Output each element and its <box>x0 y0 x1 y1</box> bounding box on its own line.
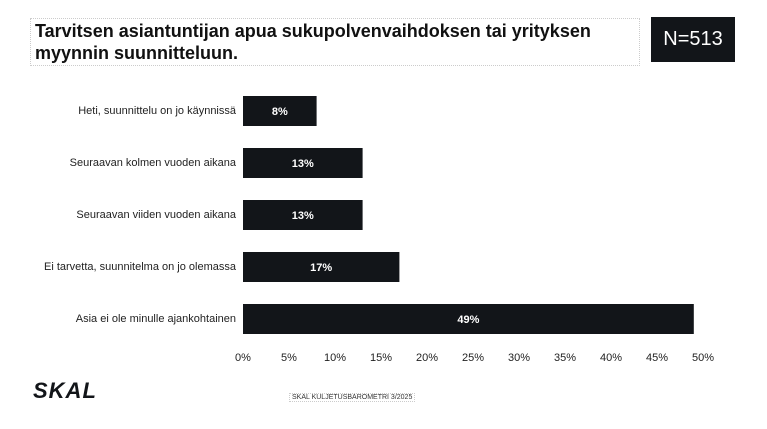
chart-title: Tarvitsen asiantuntijan apua sukupolvenv… <box>30 18 640 66</box>
bar <box>243 252 400 282</box>
bar <box>243 304 694 334</box>
x-tick-label: 50% <box>692 352 714 364</box>
x-tick-label: 45% <box>646 352 668 364</box>
bar <box>243 200 363 230</box>
logo: SKAL <box>33 378 97 403</box>
y-tick-label: Ei tarvetta, suunnitelma on jo olemassa <box>44 261 237 273</box>
value-label: 17% <box>310 262 332 274</box>
bar <box>243 96 317 126</box>
y-tick-label: Asia ei ole minulle ajankohtainen <box>76 313 236 325</box>
x-tick-label: 20% <box>416 352 438 364</box>
y-tick-label: Seuraavan kolmen vuoden aikana <box>70 157 237 169</box>
x-tick-label: 35% <box>554 352 576 364</box>
x-tick-label: 25% <box>462 352 484 364</box>
value-label: 49% <box>457 314 479 326</box>
y-tick-label: Seuraavan viiden vuoden aikana <box>76 209 237 221</box>
y-tick-label: Heti, suunnittelu on jo käynnissä <box>78 105 237 117</box>
bar <box>243 148 363 178</box>
value-label: 8% <box>272 106 288 118</box>
x-tick-label: 15% <box>370 352 392 364</box>
x-tick-label: 10% <box>324 352 346 364</box>
x-tick-label: 40% <box>600 352 622 364</box>
sample-size-badge: N=513 <box>651 17 735 62</box>
x-tick-label: 30% <box>508 352 530 364</box>
value-label: 13% <box>292 158 314 170</box>
x-tick-label: 5% <box>281 352 297 364</box>
value-label: 13% <box>292 210 314 222</box>
footer: SKAL KULJETUSBAROMETRI 3/2025 <box>289 393 416 402</box>
x-tick-label: 0% <box>235 352 251 364</box>
